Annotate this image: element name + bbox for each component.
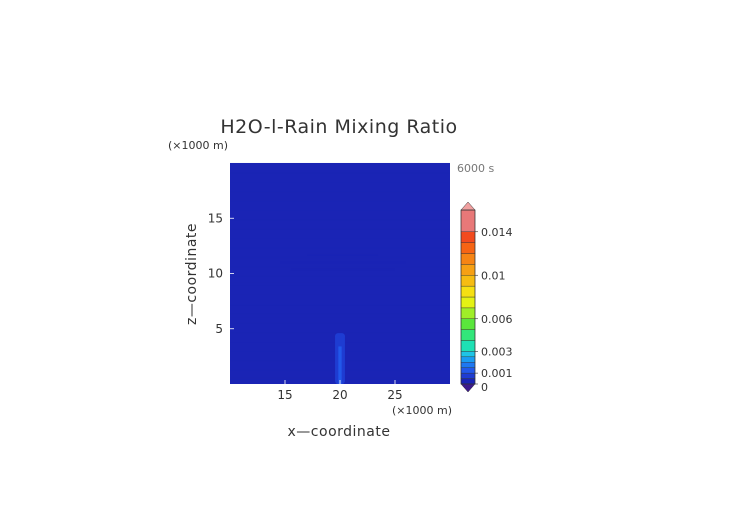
colorbar-segment [460,378,476,385]
x-tick-label: 20 [332,388,347,402]
colorbar-segment [460,356,476,363]
colorbar-tick-label: 0 [481,381,488,394]
colorbar-tick-label: 0.001 [481,367,513,380]
colorbar-tick-label: 0.01 [481,269,506,282]
y-unit-label: (×1000 m) [168,139,228,152]
heatmap-lower-band [230,282,450,285]
heatmap-level-band [230,266,450,268]
heatmap-level-band [230,256,450,259]
colorbar-segment [460,275,476,287]
heatmap-level-band [230,303,450,306]
heatmap-area [230,162,450,384]
heatmap-lower-band [230,294,450,297]
heatmap-level-band [230,247,450,249]
time-label: 6000 s [457,162,494,175]
colorbar-segment [460,296,476,309]
colorbar-segment [460,329,476,341]
rain-column-peak [338,346,342,384]
colorbar: 00.001 0.003 0.006 0.01 0.014 [460,201,513,394]
heatmap-cloud-top [279,261,406,264]
x-unit-label: (×1000 m) [392,404,452,417]
heatmap-lower-band [230,270,450,273]
colorbar-segment [460,367,476,374]
heatmap-level-band [230,191,450,193]
x-axis-label: x—coordinate [288,424,391,440]
heatmap-cloud-top [290,268,395,271]
heatmap-level-band [230,238,450,240]
heatmap-cloud-top [307,253,379,256]
colorbar-tick-label: 0.014 [481,226,513,239]
y-tick-label: 15 [208,211,223,225]
colorbar-frame [460,209,476,385]
colorbar-segment [460,209,476,232]
x-tick-label: 25 [387,388,402,402]
x-axis: 15 20 25 [277,380,403,402]
heatmap-level-band [230,209,450,212]
colorbar-segment [460,372,476,379]
colorbar-over-arrow [460,201,476,211]
heatmap-level-band [230,181,450,183]
heatmap-lower-band [230,305,450,308]
colorbar-segment [460,285,476,298]
heatmap-level-band [230,275,450,277]
x-tick-label: 15 [277,388,292,402]
colorbar-tick-label: 0.006 [481,313,513,326]
heatmap-level-band [230,332,450,334]
heatmap-lower-band [230,328,450,331]
colorbar-segment [460,340,476,352]
colorbar-segment [460,318,476,330]
heatmap-lower-band [230,317,450,320]
y-tick-label: 5 [215,322,223,336]
colorbar-under-arrow [460,383,476,393]
heatmap-level-band [230,172,450,174]
heatmap-level-band [230,162,450,165]
y-tick-label: 10 [208,267,223,281]
colorbar-segment [460,253,476,265]
colorbar-tick-label: 0.003 [481,345,513,358]
colorbar-segment [460,231,476,243]
colorbar-segment [460,242,476,254]
chart-title: H2O-l-Rain Mixing Ratio [220,116,457,138]
heatmap-level-band [230,200,450,202]
heatmap-level-band [230,219,450,221]
heatmap-level-band [230,228,450,230]
colorbar-segment [460,362,476,368]
heatmap-level-band [230,285,450,287]
colorbar-segment [460,351,476,358]
heatmap-level-band [230,313,450,315]
colorbar-segment [460,264,476,276]
y-axis-label: z—coordinate [184,223,200,325]
heatmap-level-band [230,322,450,324]
colorbar-segment [460,307,476,319]
y-axis: 5 10 15 [208,211,234,336]
